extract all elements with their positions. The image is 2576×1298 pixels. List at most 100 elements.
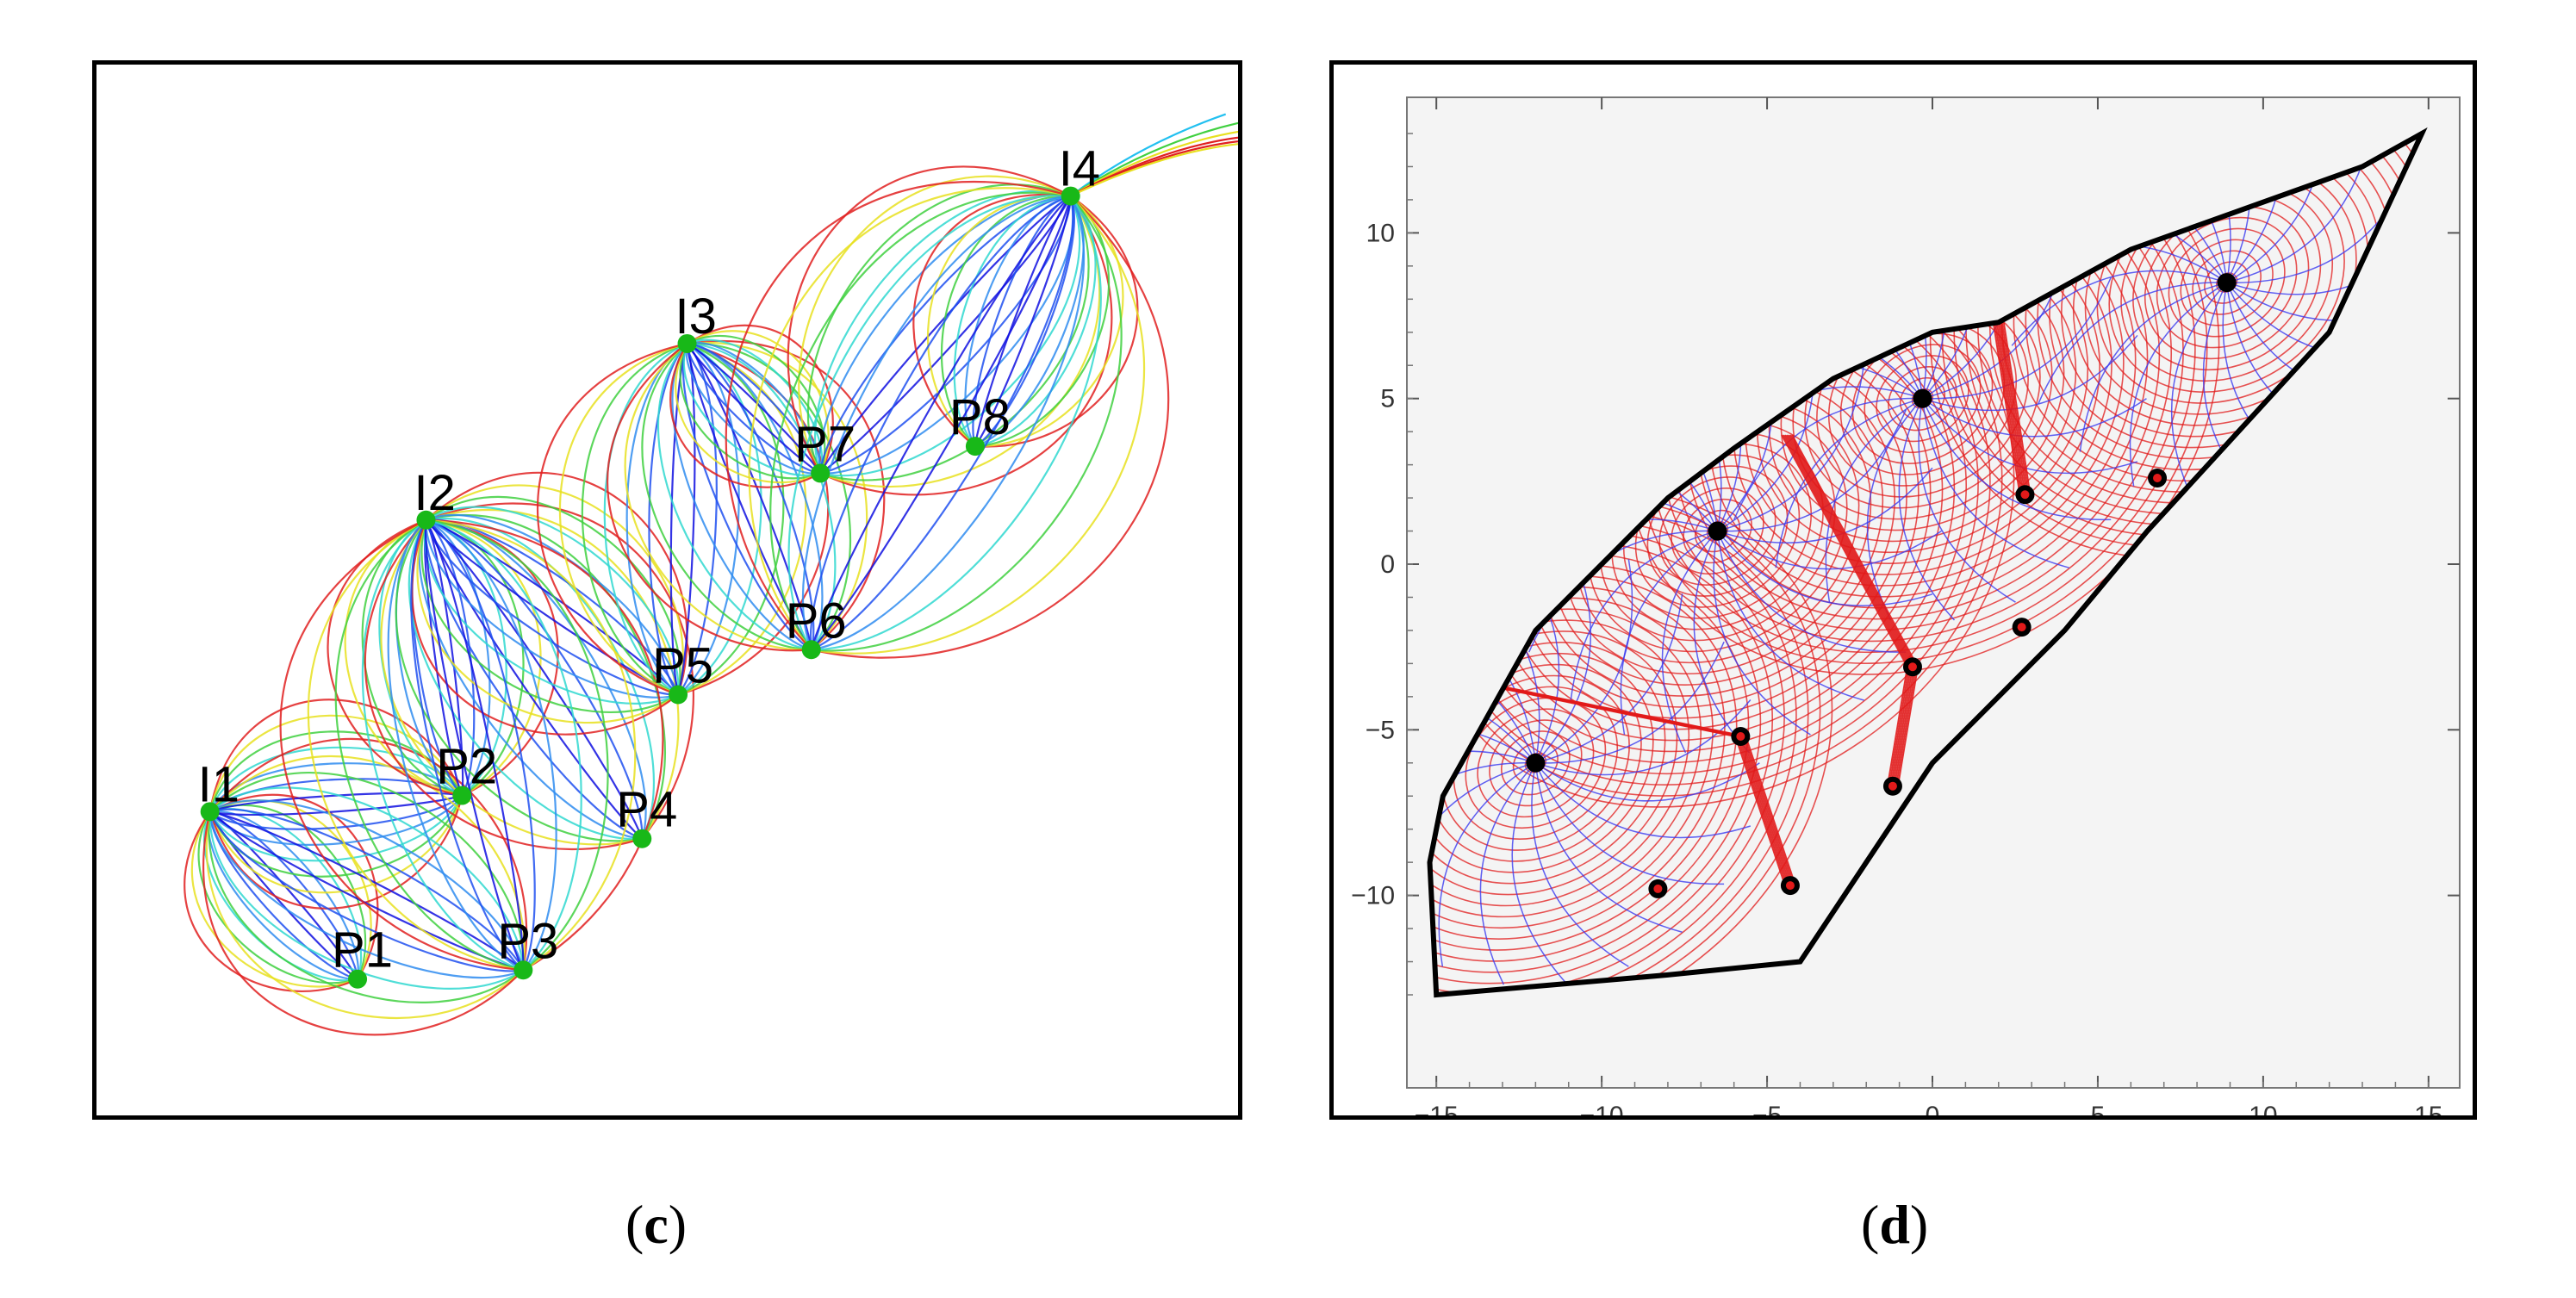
streamline xyxy=(1570,530,1718,701)
separatrix xyxy=(1994,322,2023,495)
producer-well-core xyxy=(1907,662,1917,672)
streamline xyxy=(208,699,464,812)
y-tick-label: 10 xyxy=(1366,219,1395,247)
streamline xyxy=(811,195,1170,659)
streamline xyxy=(1438,762,1536,967)
streamline xyxy=(424,519,525,971)
streamline xyxy=(819,196,1090,481)
separatrix xyxy=(1783,434,1910,668)
streamline xyxy=(1775,397,1923,568)
separatrix xyxy=(1886,667,1908,786)
streamline xyxy=(687,341,822,474)
separatrix xyxy=(1891,667,1913,786)
streamline xyxy=(603,342,688,696)
iso-contour xyxy=(2156,216,2298,349)
separatrix xyxy=(1995,322,2025,495)
y-tick-label: 0 xyxy=(1380,550,1395,579)
well-label-i1: I1 xyxy=(198,756,240,812)
streamline xyxy=(426,513,666,840)
streamline xyxy=(974,195,1085,448)
x-tick-label: −15 xyxy=(1415,1102,1459,1115)
separatrix xyxy=(1895,667,1917,786)
streamline xyxy=(685,343,821,475)
streamline xyxy=(424,519,643,840)
well-marker xyxy=(801,640,821,660)
streamline xyxy=(2226,134,2324,283)
y-tick-label: −5 xyxy=(1366,716,1395,744)
streamline xyxy=(184,810,358,992)
streamline xyxy=(425,519,525,971)
well-label-p3: P3 xyxy=(497,913,558,969)
streamline xyxy=(819,195,1071,474)
well-label-i3: I3 xyxy=(675,289,717,345)
streamline xyxy=(811,196,1086,651)
streamline xyxy=(1531,762,1629,967)
streamline xyxy=(671,343,812,651)
streamline xyxy=(426,519,582,972)
streamline xyxy=(2011,270,2227,346)
separatrix xyxy=(1999,322,2028,495)
streamline xyxy=(1070,113,1227,197)
streamline xyxy=(787,165,1072,474)
streamline xyxy=(1429,750,1536,827)
streamline xyxy=(940,195,1071,447)
streamline xyxy=(2170,282,2228,505)
axes: −15 −10 −5 0 5 10 15 10 5 0 −5 −10 xyxy=(1351,96,2461,1115)
iso-contour xyxy=(1876,355,1969,443)
separatrix xyxy=(1784,434,1912,668)
streamline-panel-c: I1 I2 I3 I4 P1 P2 P3 P4 P5 P6 P7 P8 xyxy=(92,60,1242,1120)
separatrix xyxy=(1997,322,2026,495)
well-marker xyxy=(416,510,436,530)
streamline xyxy=(2079,282,2227,452)
streamline xyxy=(1921,398,2112,521)
separatrix xyxy=(1741,736,1793,886)
well-label-i2: I2 xyxy=(414,465,455,521)
streamline xyxy=(307,519,524,972)
x-tick-label: 15 xyxy=(2414,1102,2442,1115)
streamline xyxy=(425,519,536,971)
well-marker xyxy=(1061,186,1080,206)
streamline xyxy=(819,195,1113,496)
well-marker xyxy=(200,802,220,822)
streamline xyxy=(209,793,379,980)
iso-contour xyxy=(1429,508,1809,995)
streamline xyxy=(208,772,525,971)
separatrix xyxy=(1888,667,1910,786)
streamline xyxy=(974,196,1075,448)
caption-c: (c) xyxy=(625,1194,688,1255)
streamline xyxy=(1511,762,1568,985)
streamline xyxy=(209,794,463,817)
streamline xyxy=(387,519,524,972)
well-label-p5: P5 xyxy=(652,638,713,694)
well-marker xyxy=(452,786,472,805)
streamline xyxy=(1716,531,1933,606)
separatrix xyxy=(1738,736,1789,886)
well-marker xyxy=(513,960,533,980)
streamline xyxy=(748,187,1071,650)
streamline xyxy=(1921,398,2069,568)
caption-letter-c: c xyxy=(644,1194,669,1255)
streamline xyxy=(819,196,1081,477)
well-label-p6: P6 xyxy=(786,593,847,649)
streamline xyxy=(581,342,688,696)
well-label-p4: P4 xyxy=(616,782,677,838)
separatrix xyxy=(2002,322,2032,495)
streamline xyxy=(2129,282,2228,487)
streamline xyxy=(202,811,525,1036)
separatrix xyxy=(1781,434,1908,668)
caption-d: (d) xyxy=(1861,1194,1929,1255)
streamline xyxy=(769,191,1071,650)
streamline xyxy=(677,342,807,696)
streamline xyxy=(426,519,664,972)
streamline xyxy=(425,519,491,797)
x-tick-label: 10 xyxy=(2249,1102,2277,1115)
streamline xyxy=(679,343,821,480)
streamline xyxy=(380,519,643,846)
separatrix xyxy=(1786,434,1913,668)
streamline xyxy=(425,519,679,696)
streamline xyxy=(912,193,1071,447)
streamline xyxy=(624,343,812,651)
well-marker xyxy=(677,333,697,353)
streamline xyxy=(1717,467,1933,543)
streamline xyxy=(819,196,1072,475)
